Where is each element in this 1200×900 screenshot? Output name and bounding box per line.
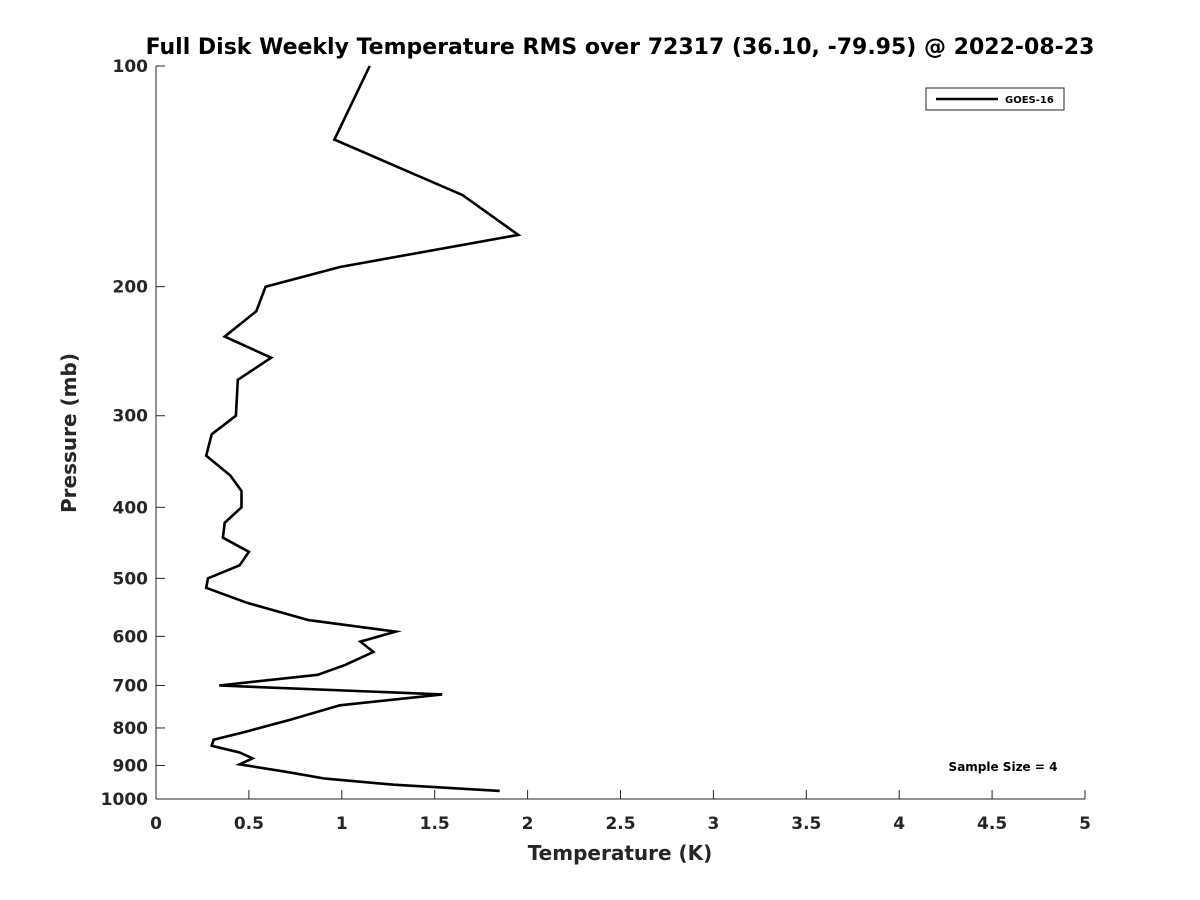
- x-tick-label: 2: [522, 814, 534, 834]
- y-tick-label: 500: [113, 569, 149, 589]
- y-tick-label: 900: [113, 756, 149, 776]
- x-axis-ticks: 0 0.5 1 1.5 2 2.5 3 3.5 4 4.5 5: [150, 790, 1091, 834]
- x-tick-label: 2.5: [605, 814, 635, 834]
- legend-entry-goes-16: GOES-16: [1005, 95, 1054, 106]
- y-tick-label: 800: [113, 719, 149, 739]
- x-tick-label: 4: [893, 814, 905, 834]
- x-tick-label: 4.5: [977, 814, 1007, 834]
- series-layer: [204, 65, 522, 793]
- y-tick-label: 700: [113, 676, 149, 696]
- y-tick-label: 400: [113, 498, 149, 518]
- x-tick-label: 0: [150, 814, 162, 834]
- sample-size-annotation: Sample Size = 4: [949, 760, 1058, 774]
- legend: GOES-16: [925, 87, 1065, 111]
- y-axis-ticks: 100 200 300 400 500 600 700 800 900 1000: [101, 57, 165, 810]
- y-tick-label: 300: [113, 407, 149, 427]
- chart-title: Full Disk Weekly Temperature RMS over 72…: [146, 35, 1095, 60]
- y-axis-label: Pressure (mb): [57, 353, 81, 513]
- x-tick-label: 5: [1079, 814, 1091, 834]
- y-tick-label: 600: [113, 627, 149, 647]
- y-tick-label: 200: [113, 278, 149, 298]
- x-tick-label: 0.5: [234, 814, 264, 834]
- x-axis-label: Temperature (K): [528, 841, 713, 865]
- x-tick-label: 1: [336, 814, 348, 834]
- y-tick-label: 100: [113, 57, 149, 77]
- y-tick-label: 1000: [101, 790, 148, 810]
- x-tick-label: 3.5: [791, 814, 821, 834]
- x-tick-label: 3: [707, 814, 719, 834]
- x-tick-label: 1.5: [420, 814, 450, 834]
- series-line-goes-16: [204, 65, 522, 793]
